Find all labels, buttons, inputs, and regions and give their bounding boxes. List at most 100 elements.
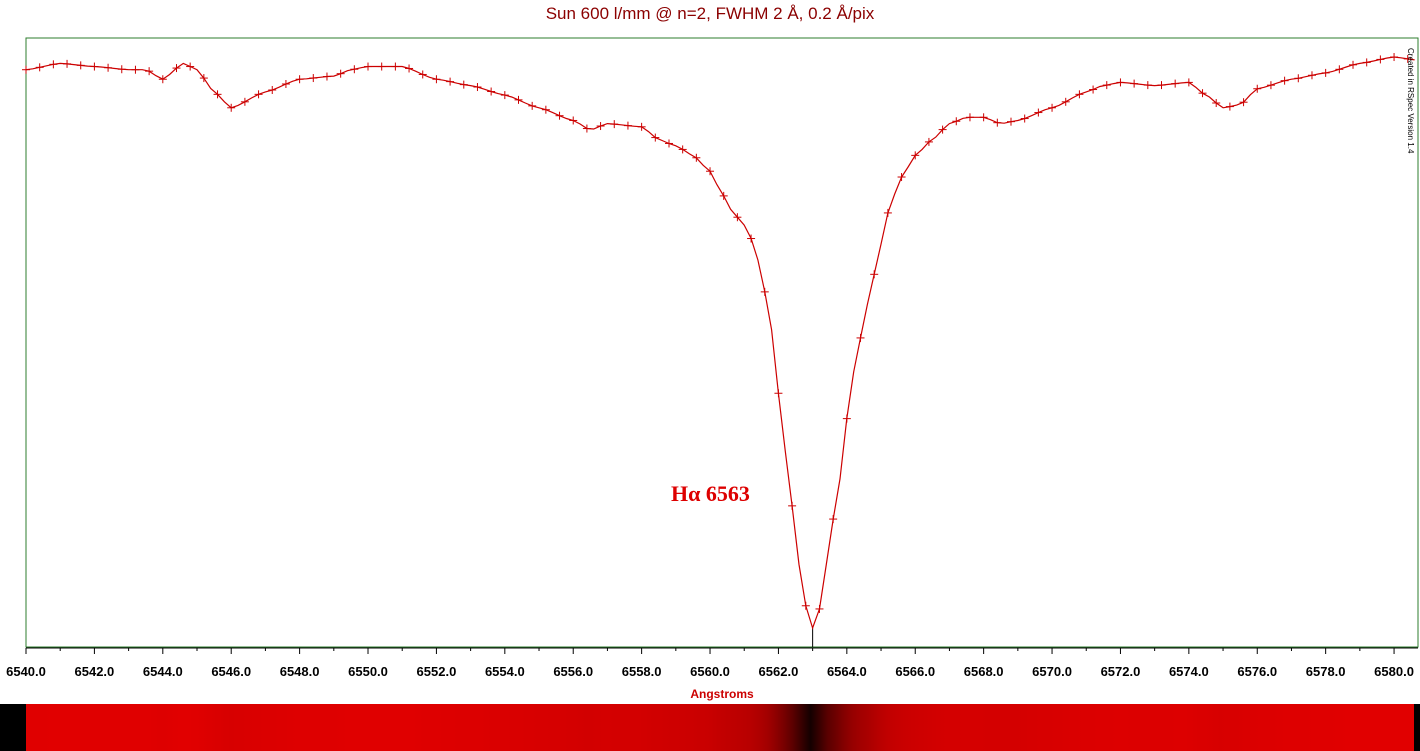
- data-point: [131, 65, 140, 74]
- data-point: [883, 208, 892, 217]
- data-point: [76, 61, 85, 70]
- data-point: [829, 515, 838, 524]
- data-point: [610, 120, 619, 129]
- data-point: [295, 75, 304, 84]
- plot-frame: [25, 37, 1419, 648]
- data-point: [158, 75, 167, 84]
- x-tick-label: 6564.0: [827, 664, 867, 679]
- data-point: [911, 151, 920, 160]
- data-point: [1157, 81, 1166, 90]
- data-point: [199, 74, 208, 83]
- data-point: [63, 59, 72, 68]
- data-point: [541, 105, 550, 114]
- data-point: [788, 501, 797, 510]
- data-point: [500, 91, 509, 100]
- data-point: [1102, 81, 1111, 90]
- credit-text: Created in RSpec Version 1.4: [1406, 48, 1415, 154]
- data-point: [391, 62, 400, 71]
- data-point: [336, 69, 345, 78]
- data-point: [117, 65, 126, 74]
- data-point: [90, 62, 99, 71]
- data-point: [952, 117, 961, 126]
- data-point: [938, 125, 947, 134]
- data-point: [418, 70, 427, 79]
- data-point: [1089, 85, 1098, 94]
- data-point: [172, 64, 181, 73]
- data-point: [1321, 68, 1330, 77]
- data-point: [1294, 74, 1303, 83]
- x-tick-label: 6554.0: [485, 664, 525, 679]
- x-axis-tick-labels: 6540.0 6542.0 6544.0 6546.0 6548.0 6550.0 6552…: [6, 664, 1414, 679]
- data-point: [1335, 65, 1344, 74]
- data-point: [651, 133, 660, 142]
- data-point: [596, 122, 605, 131]
- data-point: [1198, 89, 1207, 98]
- data-point: [446, 77, 455, 86]
- data-point: [1253, 84, 1262, 93]
- data-point: [582, 124, 591, 133]
- data-point: [364, 62, 373, 71]
- data-point: [1403, 54, 1412, 63]
- data-point: [692, 153, 701, 162]
- data-point: [487, 87, 496, 96]
- data-point: [213, 90, 222, 99]
- data-point: [1239, 98, 1248, 107]
- data-point: [664, 139, 673, 148]
- data-point: [637, 122, 646, 131]
- data-point: [856, 333, 865, 342]
- data-point: [706, 167, 715, 176]
- data-point: [1007, 117, 1016, 126]
- data-point: [281, 80, 290, 89]
- series-line-spectrum: [25, 56, 1415, 630]
- data-point: [1020, 114, 1029, 123]
- data-point: [1116, 78, 1125, 87]
- x-axis-ticks: [25, 648, 1395, 654]
- data-point: [733, 213, 742, 222]
- data-point: [623, 121, 632, 130]
- data-point: [1362, 58, 1371, 67]
- data-point: [350, 65, 359, 74]
- x-tick-label: 6566.0: [895, 664, 935, 679]
- data-point: [1171, 79, 1180, 88]
- x-tick-label: 6558.0: [622, 664, 662, 679]
- data-point: [240, 97, 249, 106]
- data-point: [104, 63, 113, 72]
- x-tick-label: 6562.0: [759, 664, 799, 679]
- x-tick-label: 6570.0: [1032, 664, 1072, 679]
- data-point: [774, 389, 783, 398]
- data-point: [322, 72, 331, 81]
- data-point: [842, 414, 851, 423]
- x-tick-label: 6578.0: [1306, 664, 1346, 679]
- data-point: [747, 234, 756, 243]
- x-tick-label: 6552.0: [417, 664, 457, 679]
- data-point: [227, 103, 236, 112]
- data-point: [1266, 81, 1275, 90]
- data-point: [870, 270, 879, 279]
- data-point: [22, 65, 30, 74]
- data-point: [514, 95, 523, 104]
- data-point: [1376, 55, 1385, 64]
- data-point: [1349, 60, 1358, 69]
- data-point: [254, 90, 263, 99]
- data-point: [432, 75, 441, 84]
- data-point: [1143, 81, 1152, 90]
- x-axis-title: Angstroms: [690, 687, 754, 701]
- data-point: [1225, 102, 1234, 111]
- data-point: [309, 74, 318, 83]
- x-tick-label: 6542.0: [75, 664, 115, 679]
- data-point: [1307, 71, 1316, 80]
- x-tick-label: 6576.0: [1237, 664, 1277, 679]
- x-tick-label: 6556.0: [553, 664, 593, 679]
- x-tick-label: 6546.0: [211, 664, 251, 679]
- data-point: [49, 60, 58, 69]
- data-point: [569, 116, 578, 125]
- h-alpha-annotation: Hα 6563: [671, 481, 750, 506]
- x-tick-label: 6540.0: [6, 664, 46, 679]
- x-tick-label: 6568.0: [964, 664, 1004, 679]
- data-point: [405, 64, 414, 73]
- data-point: [35, 63, 44, 72]
- data-point: [1130, 79, 1139, 88]
- data-point: [268, 85, 277, 94]
- data-point: [459, 80, 468, 89]
- data-point: [801, 601, 810, 610]
